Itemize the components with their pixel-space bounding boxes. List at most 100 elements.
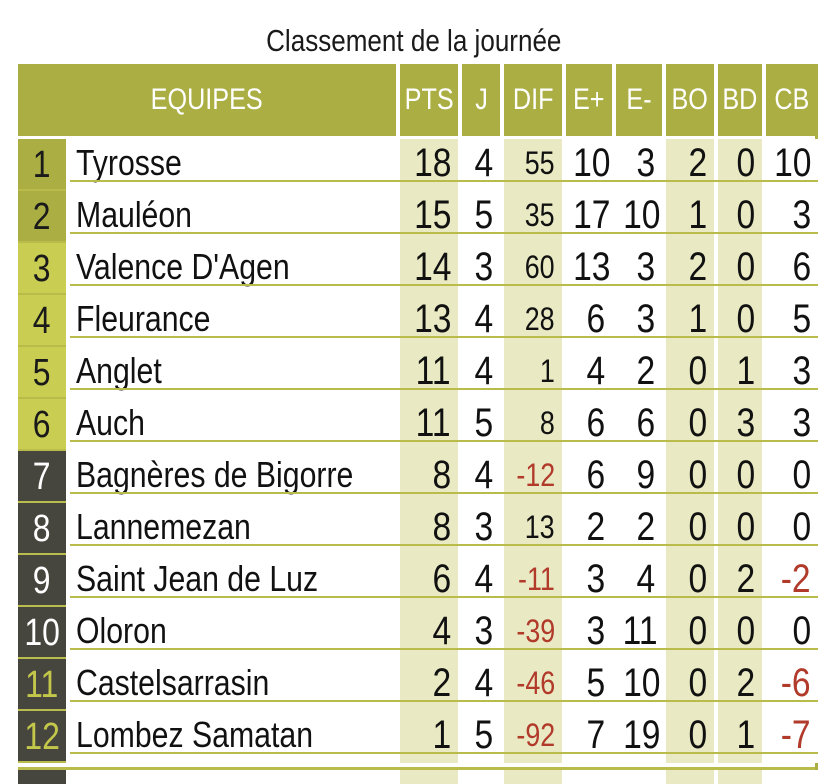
cb-cell-text: 3 xyxy=(792,401,811,445)
em-cell-text: 6 xyxy=(636,401,655,445)
team-name-cell-text: Lannemezan xyxy=(76,506,251,547)
cb-cell: -2 xyxy=(766,555,818,607)
bd-cell-text: 0 xyxy=(736,505,755,549)
pts-cell-text: 14 xyxy=(413,245,451,289)
team-name-cell-text: Saint Jean de Luz xyxy=(76,558,319,599)
cb-cell-text: -7 xyxy=(781,713,811,757)
partial-e-minus-cell xyxy=(616,770,662,784)
dif-cell-text: 1 xyxy=(540,353,555,389)
em-cell: 9 xyxy=(616,451,662,503)
dif-cell-text: 55 xyxy=(525,145,555,181)
bo-cell-text: 0 xyxy=(688,713,707,757)
partial-pts-cell xyxy=(400,770,458,784)
ep-cell: 13 xyxy=(566,243,612,295)
team-name-cell-text: Valence D'Agen xyxy=(76,246,290,287)
partial-team-cell xyxy=(70,770,396,784)
bd-cell-text: 0 xyxy=(736,245,755,289)
team-name-cell: Oloron xyxy=(70,607,396,659)
pts-cell-text: 13 xyxy=(413,297,451,341)
em-cell-text: 4 xyxy=(636,557,655,601)
table-row: 5 Anglet 11 4 1 4 2 0 1 3 xyxy=(18,347,818,399)
dif-cell-text: 28 xyxy=(525,301,555,337)
partial-cb-cell xyxy=(766,770,818,784)
bo-cell: 0 xyxy=(666,659,714,711)
cb-cell-text: 10 xyxy=(773,141,811,185)
dif-cell-text: -12 xyxy=(516,457,555,493)
j-cell-text: 5 xyxy=(474,713,493,757)
team-name-cell: Lannemezan xyxy=(70,503,396,555)
row-separator-line xyxy=(70,752,818,754)
column-header-dif: DIF xyxy=(504,64,562,136)
cb-cell: 0 xyxy=(766,503,818,555)
row-separator-line xyxy=(70,336,818,338)
team-name-cell-text: Castelsarrasin xyxy=(76,662,270,703)
pts-cell: 18 xyxy=(400,139,458,191)
table-row: 8 Lannemezan 8 3 13 2 2 0 0 0 xyxy=(18,503,818,555)
bd-cell-text: 3 xyxy=(736,401,755,445)
em-cell: 3 xyxy=(616,139,662,191)
j-cell: 4 xyxy=(462,659,500,711)
rank-cell-text: 9 xyxy=(33,560,51,602)
bd-cell-text: 0 xyxy=(736,141,755,185)
j-cell-text: 3 xyxy=(474,609,493,653)
team-name-cell: Fleurance xyxy=(70,295,396,347)
j-cell: 3 xyxy=(462,243,500,295)
cb-cell: 5 xyxy=(766,295,818,347)
pts-cell: 4 xyxy=(400,607,458,659)
j-cell: 4 xyxy=(462,555,500,607)
ep-cell: 3 xyxy=(566,555,612,607)
bo-cell: 0 xyxy=(666,399,714,451)
bo-cell: 0 xyxy=(666,451,714,503)
bo-cell-text: 2 xyxy=(688,245,707,289)
cb-cell: 3 xyxy=(766,347,818,399)
dif-cell: 13 xyxy=(504,503,562,555)
dif-cell: -11 xyxy=(504,555,562,607)
em-cell: 2 xyxy=(616,503,662,555)
cb-cell-text: 3 xyxy=(792,349,811,393)
column-header-bo: BO xyxy=(666,64,714,136)
team-name-cell: Valence D'Agen xyxy=(70,243,396,295)
ep-cell: 6 xyxy=(566,451,612,503)
j-cell-text: 4 xyxy=(474,661,493,705)
partial-j-cell xyxy=(462,770,500,784)
row-separator-line xyxy=(70,388,818,390)
ep-cell: 5 xyxy=(566,659,612,711)
rank-cell-text: 4 xyxy=(33,300,51,342)
ep-cell-text: 10 xyxy=(573,141,611,185)
em-cell: 2 xyxy=(616,347,662,399)
j-cell: 5 xyxy=(462,711,500,763)
j-cell-text: 3 xyxy=(474,505,493,549)
table-row: 11 Castelsarrasin 2 4 -46 5 10 0 2 -6 xyxy=(18,659,818,711)
ep-cell-text: 2 xyxy=(586,505,605,549)
j-cell-text: 5 xyxy=(474,193,493,237)
bo-cell-text: 2 xyxy=(688,141,707,185)
em-cell: 19 xyxy=(616,711,662,763)
bo-cell-text: 1 xyxy=(688,297,707,341)
team-name-cell: Castelsarrasin xyxy=(70,659,396,711)
bd-cell: 0 xyxy=(718,451,762,503)
bo-cell-text: 0 xyxy=(688,609,707,653)
bo-cell: 0 xyxy=(666,555,714,607)
partial-next-row xyxy=(18,767,818,784)
team-name-cell-text: Oloron xyxy=(76,610,167,651)
column-header-j: J xyxy=(462,64,500,136)
bd-cell: 2 xyxy=(718,659,762,711)
ep-cell: 4 xyxy=(566,347,612,399)
bd-cell-text: 1 xyxy=(736,349,755,393)
partial-e-plus-cell xyxy=(566,770,612,784)
em-cell-text: 3 xyxy=(636,141,655,185)
dif-cell-text: -39 xyxy=(516,613,555,649)
bo-cell: 0 xyxy=(666,503,714,555)
bd-cell: 3 xyxy=(718,399,762,451)
bo-cell-text: 0 xyxy=(688,661,707,705)
em-cell-text: 3 xyxy=(636,297,655,341)
table-row: 2 Mauléon 15 5 35 17 10 1 0 3 xyxy=(18,191,818,243)
ep-cell: 10 xyxy=(566,139,612,191)
dif-cell-text: -11 xyxy=(518,561,555,597)
pts-cell: 13 xyxy=(400,295,458,347)
column-header-e-plus: E+ xyxy=(566,64,612,136)
rank-cell-text: 2 xyxy=(33,196,51,238)
bo-cell-text: 0 xyxy=(688,505,707,549)
bo-cell: 0 xyxy=(666,711,714,763)
